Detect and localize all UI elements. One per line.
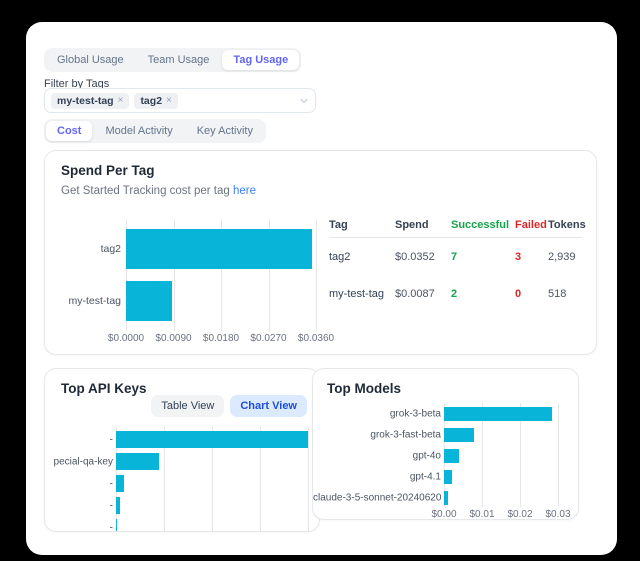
chevron-down-icon[interactable] [299, 96, 309, 106]
top-models-chart: grok-3-beta grok-3-fast-beta gpt-4o gpt-4.1… [313, 403, 578, 520]
tag-chip-list: my-test-tag × tag2 × [51, 92, 178, 109]
category-label: gpt-4.1 [409, 471, 441, 483]
spend-per-tag-chart: tag2 my-test-tag $0.0000 $0.0090 $0.0180 $0.0… [45, 209, 334, 354]
top-models-card: Top Models grok-3-beta grok-3-fast-beta gp… [312, 368, 579, 520]
tab-model-activity[interactable]: Model Activity [105, 125, 173, 137]
gridline [260, 427, 261, 531]
spend-per-tag-table: Tag Spend Successful Failed Tokens tag2 $0.035… [329, 213, 586, 312]
category-label: - [109, 478, 113, 489]
x-tick-label: $0.0180 [202, 333, 240, 344]
table-cell: 2,939 [548, 250, 576, 263]
table-cell: 0 [515, 287, 522, 300]
bar-pecial-qa-key[interactable] [116, 453, 160, 470]
gridline [212, 427, 213, 531]
top-api-keys-chart: - pecial-qa-key - - - [45, 427, 319, 532]
gridline [268, 219, 270, 331]
table-row: tag2 $0.0352 7 3 2,939 [329, 238, 582, 275]
category-label: grok-3-beta [389, 408, 441, 420]
spend-per-tag-card: Spend Per Tag Get Started Tracking cost … [44, 150, 597, 355]
table-cell: 518 [548, 287, 567, 300]
gridline [221, 219, 222, 331]
x-tick-label: $0.02 [507, 509, 533, 520]
table-cell: 3 [515, 250, 522, 263]
bar-claude-3-5-sonnet-20240620[interactable] [444, 491, 448, 505]
top-api-keys-card: Top API Keys Table View Chart View - pecia… [44, 368, 320, 532]
category-label: my-test-tag [68, 295, 121, 307]
gridline [558, 403, 559, 507]
view-toggle-buttons: Table View Chart View [151, 395, 307, 417]
bar-tag2[interactable] [126, 229, 312, 269]
table-row: my-test-tag $0.0087 2 0 518 [329, 275, 582, 312]
table-cell: my-test-tag [329, 287, 385, 300]
bar-grok-3-fast-beta[interactable] [444, 428, 475, 442]
category-label: grok-3-fast-beta [370, 429, 441, 441]
bar-gpt-4o[interactable] [444, 449, 460, 463]
table-view-button[interactable]: Table View [151, 395, 225, 417]
bar-grok-3-beta[interactable] [444, 407, 553, 421]
category-label: tag2 [100, 243, 121, 255]
x-tick-label: $0.03 [545, 509, 571, 520]
tab-tag-usage[interactable]: Tag Usage [222, 50, 300, 70]
tab-team-usage[interactable]: Team Usage [147, 54, 210, 66]
cost-view-tab-bar: Cost Model Activity Key Activity [44, 119, 266, 143]
gridline [173, 219, 175, 331]
x-tick-label: $0.01 [469, 509, 495, 520]
bar-gpt-4-1[interactable] [444, 470, 452, 484]
bar-item[interactable] [116, 431, 308, 448]
tab-key-activity[interactable]: Key Activity [196, 125, 253, 137]
spend-per-tag-subtitle: Get Started Tracking cost per tag here [61, 185, 256, 197]
filter-by-tags-label: Filter by Tags [44, 78, 110, 90]
category-label: - [109, 434, 113, 445]
col-header-failed: Failed [515, 219, 547, 231]
gridline [164, 427, 165, 531]
table-cell: 2 [451, 287, 458, 300]
table-cell: tag2 [329, 250, 351, 263]
here-link[interactable]: here [232, 185, 256, 197]
bar-item[interactable] [116, 475, 125, 492]
subtitle-text: Get Started Tracking cost per tag [61, 185, 230, 197]
x-tick-label: $0.0000 [107, 333, 145, 344]
col-header-tokens: Tokens [548, 219, 586, 231]
tag-filter-select[interactable]: my-test-tag × tag2 × [44, 88, 316, 113]
bar-my-test-tag[interactable] [126, 281, 172, 321]
chart-view-button[interactable]: Chart View [230, 395, 307, 417]
table-cell: 7 [451, 250, 458, 263]
chip-close-icon[interactable]: × [166, 95, 172, 106]
category-label: pecial-qa-key [53, 456, 113, 467]
gridline [520, 403, 521, 507]
table-cell: $0.0352 [395, 250, 435, 263]
tag-chip-tag2[interactable]: tag2 × [134, 92, 178, 109]
category-label: - [109, 522, 113, 532]
tab-cost[interactable]: Cost [46, 121, 93, 141]
gridline [308, 427, 309, 531]
usage-dashboard-window: Global Usage Team Usage Tag Usage Filter b… [26, 22, 617, 555]
col-header-tag: Tag [329, 219, 348, 231]
x-tick-label: $0.0360 [297, 333, 335, 344]
gridline [126, 219, 127, 331]
table-cell: $0.0087 [395, 287, 435, 300]
col-header-successful: Successful [451, 219, 510, 231]
chip-close-icon[interactable]: × [117, 95, 124, 106]
x-tick-label: $0.0090 [155, 333, 192, 344]
category-label: claude-3-5-sonnet-20240620 [313, 492, 441, 504]
gridline [482, 403, 483, 507]
top-models-title: Top Models [327, 381, 401, 396]
spend-per-tag-title: Spend Per Tag [61, 163, 155, 178]
table-header-row: Tag Spend Successful Failed Tokens [329, 213, 586, 238]
category-label: - [109, 500, 113, 511]
top-api-keys-title: Top API Keys [61, 381, 147, 396]
usage-tab-bar: Global Usage Team Usage Tag Usage [44, 48, 302, 72]
x-tick-label: $0.00 [431, 509, 457, 520]
bar-item[interactable] [116, 497, 120, 514]
bar-item[interactable] [116, 519, 117, 531]
gridline [316, 219, 317, 331]
tag-chip-label: tag2 [140, 94, 163, 107]
tab-global-usage[interactable]: Global Usage [57, 54, 124, 66]
tag-chip-my-test-tag[interactable]: my-test-tag × [51, 92, 130, 109]
x-tick-label: $0.0270 [250, 333, 287, 344]
col-header-spend: Spend [395, 219, 429, 231]
category-label: gpt-4o [412, 450, 441, 462]
tag-chip-label: my-test-tag [57, 94, 114, 107]
